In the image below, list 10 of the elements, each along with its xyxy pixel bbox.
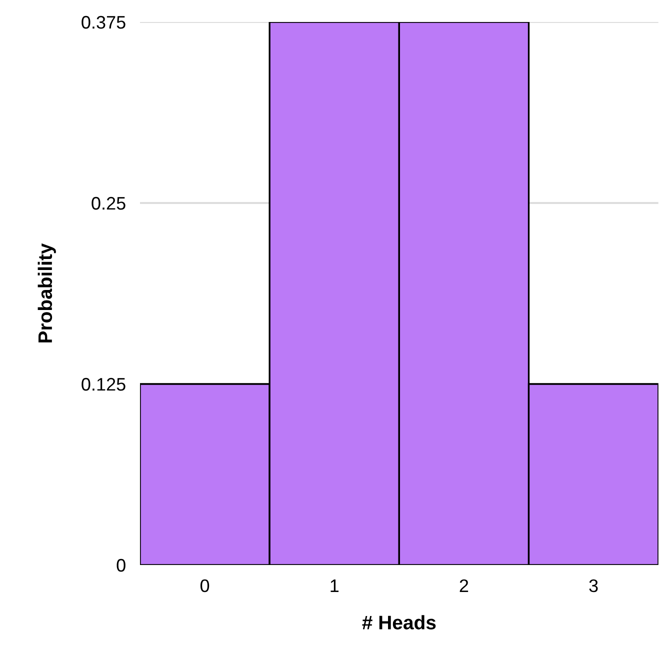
x-tick-label: 2	[460, 579, 468, 592]
x-axis-title: # Heads	[362, 615, 436, 630]
y-tick-label: 0	[116, 558, 126, 572]
y-tick-label: 0.25	[92, 196, 126, 210]
y-tick-label: 0.125	[82, 378, 126, 391]
x-tick-label: 3	[589, 579, 598, 592]
x-tick-label: 0	[200, 579, 210, 592]
x-tick-label: 1	[330, 580, 339, 592]
y-axis-title: Probability	[38, 243, 56, 342]
y-tick-label: 0.375	[82, 16, 126, 29]
